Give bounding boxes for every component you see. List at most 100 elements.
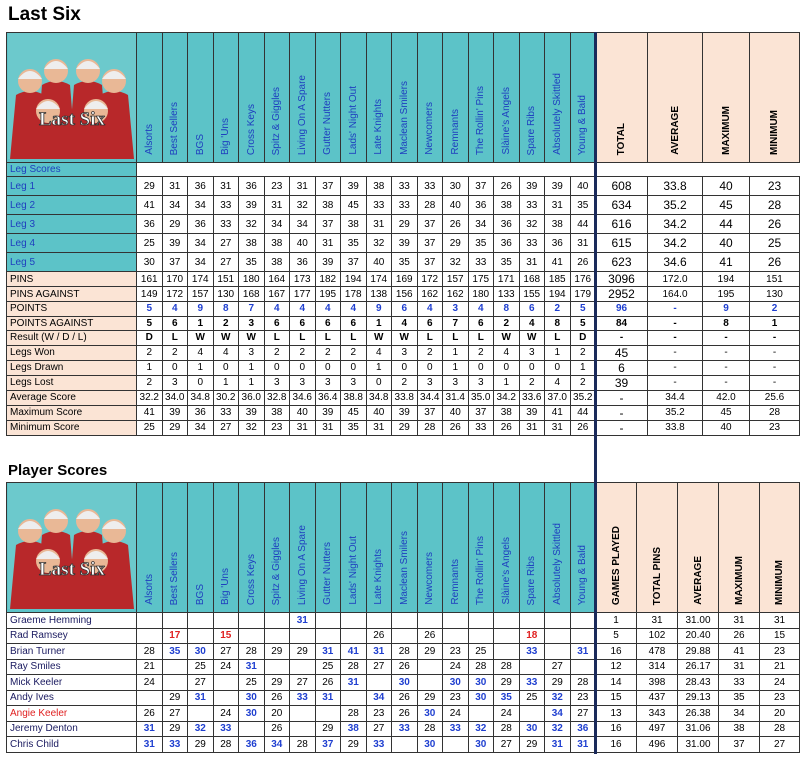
- score-cell: 34: [544, 705, 571, 722]
- row: Legs Won 2 2 4 4 3 2 2 2 2 4 3 2 1 2 4 3 1 2 45- - -: [6, 344, 800, 361]
- summary-cell: 1: [595, 612, 637, 629]
- score-cell: [544, 612, 571, 629]
- cell: 4: [365, 344, 392, 361]
- score-cell: [314, 612, 341, 629]
- summary-cell: 28.43: [677, 674, 719, 691]
- score-cell: 36: [238, 736, 265, 753]
- logo-shape: [17, 521, 42, 529]
- score-cell: 28: [493, 720, 520, 737]
- player-name: Andy Ives: [6, 689, 137, 706]
- score-cell: [136, 689, 163, 706]
- score-cell: 33: [365, 736, 392, 753]
- score-cell: 30: [518, 720, 545, 737]
- cell: 8: [544, 315, 571, 331]
- cell: 35: [569, 195, 596, 215]
- score-cell: 31: [136, 720, 163, 737]
- team-header: Spitz & Giggles: [263, 32, 290, 163]
- summary-cell: 31.06: [677, 720, 719, 737]
- logo-shape: [83, 101, 108, 109]
- logo-shape: [27, 571, 68, 609]
- cell: 35.2: [569, 389, 596, 406]
- summary-name: GAMES PLAYED: [610, 525, 622, 605]
- score-cell: 25: [518, 689, 545, 706]
- cell: 33: [365, 195, 392, 215]
- summary-cell: 23: [759, 643, 800, 660]
- team-header: Absolutely Skittled: [544, 32, 571, 163]
- cell: 34.4: [416, 389, 443, 406]
- team-name: Living On A Spare: [296, 524, 308, 605]
- score-cell: 29: [161, 720, 188, 737]
- cell: 39: [314, 404, 341, 421]
- cell: 194: [544, 286, 571, 302]
- cell: 1: [136, 359, 163, 376]
- cell: 29: [391, 419, 418, 436]
- score-cell: 31: [340, 674, 367, 691]
- summary-cell: 34.6: [647, 252, 703, 272]
- cell: 2: [340, 344, 367, 361]
- summary-cell: 151: [749, 271, 800, 287]
- row: PINS 161 170 174 151 180 164 173 182 194 174 169 172…: [6, 271, 800, 287]
- cell: 38: [365, 176, 392, 196]
- cell: 34.2: [493, 389, 520, 406]
- summary-cell: 27: [759, 736, 800, 753]
- score-cell: [263, 627, 290, 644]
- row: Result (W / D / L) D L W W W L L L L W W L L L W W L D - - - -: [6, 330, 800, 346]
- team-header: Newcomers: [416, 482, 443, 613]
- summary-cell: 33.8: [647, 176, 703, 196]
- row: Brian Turner 28 35 30 27 28 29 29 31 41 31 28 29 23 25…: [6, 643, 800, 660]
- cell: 38: [544, 214, 571, 234]
- cell: 169: [391, 271, 418, 287]
- summary-cell: -: [595, 404, 648, 421]
- score-cell: [212, 612, 239, 629]
- cell: L: [314, 330, 341, 346]
- team-name: BGS: [194, 133, 206, 155]
- cell: 157: [442, 271, 469, 287]
- cell: 0: [340, 359, 367, 376]
- cell: 157: [187, 286, 214, 302]
- row-label: Leg 2: [6, 195, 137, 215]
- summary-cell: -: [647, 359, 703, 376]
- cell: 37: [314, 214, 341, 234]
- page-title: Last Six: [8, 4, 81, 25]
- score-cell: [518, 658, 545, 675]
- score-cell: 25: [187, 658, 214, 675]
- score-cell: [263, 658, 290, 675]
- cell: 34.6: [289, 389, 316, 406]
- score-cell: [212, 674, 239, 691]
- cell: 173: [289, 271, 316, 287]
- summary-cell: 23: [749, 419, 800, 436]
- score-cell: 36: [569, 720, 596, 737]
- score-cell: 35: [493, 689, 520, 706]
- cell: 3: [314, 374, 341, 391]
- score-cell: [442, 736, 469, 753]
- score-cell: 33: [289, 689, 316, 706]
- team-name: Remnants: [449, 559, 461, 605]
- row: Graeme Hemming 31 1 31 31.00 31 31: [6, 612, 800, 629]
- team-header: Spare Ribs: [518, 32, 545, 163]
- row: Average Score 32.2 34.0 34.8 30.2 36.0 32.8 34.…: [6, 389, 800, 406]
- cell: 35: [391, 252, 418, 272]
- score-cell: [136, 627, 163, 644]
- logo-shape: [35, 101, 60, 109]
- summary-cell: -: [702, 330, 750, 346]
- row-label: POINTS AGAINST: [6, 315, 137, 331]
- row: Rad Ramsey 17 15 26 26 18 5 102 20.40 26 15: [6, 627, 800, 644]
- cell: 167: [263, 286, 290, 302]
- cell: 39: [238, 195, 265, 215]
- cell: 161: [136, 271, 163, 287]
- score-cell: 26: [416, 627, 443, 644]
- cell: 27: [212, 233, 239, 253]
- score-cell: [467, 705, 494, 722]
- team-header: Big 'Uns: [212, 482, 239, 613]
- score-cell: 29: [493, 674, 520, 691]
- cell: 36.4: [314, 389, 341, 406]
- team-header: Alsorts: [136, 32, 163, 163]
- summary-cell: -: [647, 315, 703, 331]
- cell: 6: [391, 301, 418, 317]
- cell: 37: [416, 214, 443, 234]
- player-name: Ray Smiles: [6, 658, 137, 675]
- cell: 156: [391, 286, 418, 302]
- player-name: Graeme Hemming: [6, 612, 137, 629]
- player-name: Jeremy Denton: [6, 720, 137, 737]
- summary-cell: 616: [595, 214, 648, 234]
